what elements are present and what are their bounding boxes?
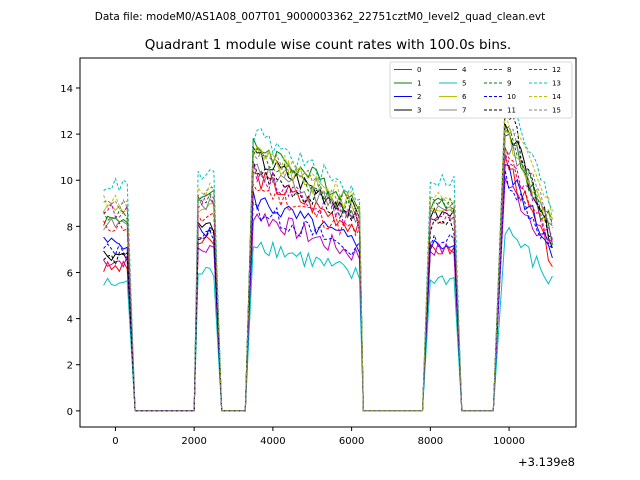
y-tick-label: 0 [67, 407, 73, 418]
series-line-15 [103, 127, 553, 412]
series-line-14 [103, 106, 553, 412]
y-axis-ticks: 0 2 4 6 8 10 12 14 [60, 84, 80, 418]
legend-label-6: 6 [462, 93, 467, 101]
legend-label-8: 8 [507, 66, 511, 74]
series-line-12 [103, 153, 553, 412]
legend-label-14: 14 [552, 93, 561, 101]
plot-lines [103, 94, 553, 412]
legend-label-10: 10 [507, 93, 516, 101]
legend-label-11: 11 [507, 107, 516, 115]
x-tick-label: 4000 [260, 436, 285, 447]
legend-label-5: 5 [462, 80, 466, 88]
x-tick-label: 8000 [418, 436, 443, 447]
y-tick-label: 12 [60, 130, 73, 141]
legend-label-12: 12 [552, 66, 561, 74]
legend-label-0: 0 [417, 66, 421, 74]
y-tick-label: 8 [67, 222, 73, 233]
y-tick-label: 2 [67, 361, 73, 372]
data-file-caption: Data file: modeM0/AS1A08_007T01_90000033… [95, 11, 546, 23]
y-tick-label: 10 [60, 176, 73, 187]
legend-label-4: 4 [462, 66, 467, 74]
x-tick-label: 6000 [339, 436, 364, 447]
x-tick-label: 0 [112, 436, 118, 447]
y-tick-label: 6 [67, 268, 73, 279]
legend-label-3: 3 [417, 107, 421, 115]
chart-title: Quadrant 1 module wise count rates with … [145, 37, 511, 53]
legend-label-1: 1 [417, 80, 421, 88]
x-tick-label: 10000 [493, 436, 525, 447]
series-line-5 [103, 226, 553, 412]
series-line-6 [103, 130, 553, 412]
x-offset-label: +3.139e8 [518, 455, 575, 469]
legend-label-15: 15 [552, 107, 561, 115]
legend-box [389, 61, 573, 119]
x-axis-ticks: 0 2000 4000 6000 8000 10000 [112, 427, 525, 447]
legend-label-13: 13 [552, 80, 561, 88]
plot-frame [79, 57, 577, 428]
x-tick-label: 2000 [181, 436, 206, 447]
y-tick-label: 14 [60, 84, 73, 95]
legend-label-2: 2 [417, 93, 421, 101]
y-tick-label: 4 [67, 315, 73, 326]
legend-label-7: 7 [462, 107, 466, 115]
legend-label-9: 9 [507, 80, 511, 88]
